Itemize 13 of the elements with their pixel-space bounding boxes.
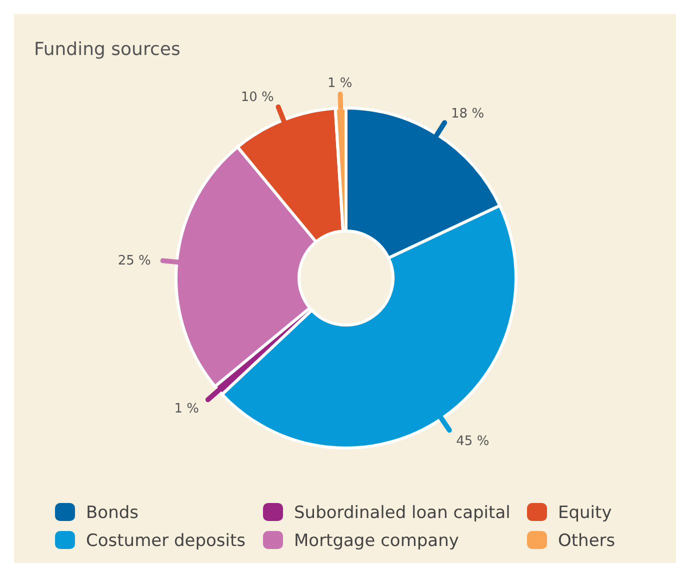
data-label: 25 %	[118, 254, 151, 269]
legend-label: Equity	[558, 503, 612, 523]
chart-title: Funding sources	[34, 39, 180, 60]
legend-label: Mortgage company	[294, 531, 459, 551]
data-label: 1 %	[327, 76, 352, 92]
legend-label: Costumer deposits	[86, 531, 246, 551]
data-label: 45 %	[456, 434, 490, 450]
legend-label: Bonds	[86, 503, 139, 523]
legend-label: Subordinaled loan capital	[294, 503, 510, 523]
legend-label: Others	[558, 531, 616, 551]
data-label: 10 %	[240, 90, 274, 105]
data-label: 18 %	[451, 106, 484, 122]
data-label: 1 %	[174, 402, 199, 417]
